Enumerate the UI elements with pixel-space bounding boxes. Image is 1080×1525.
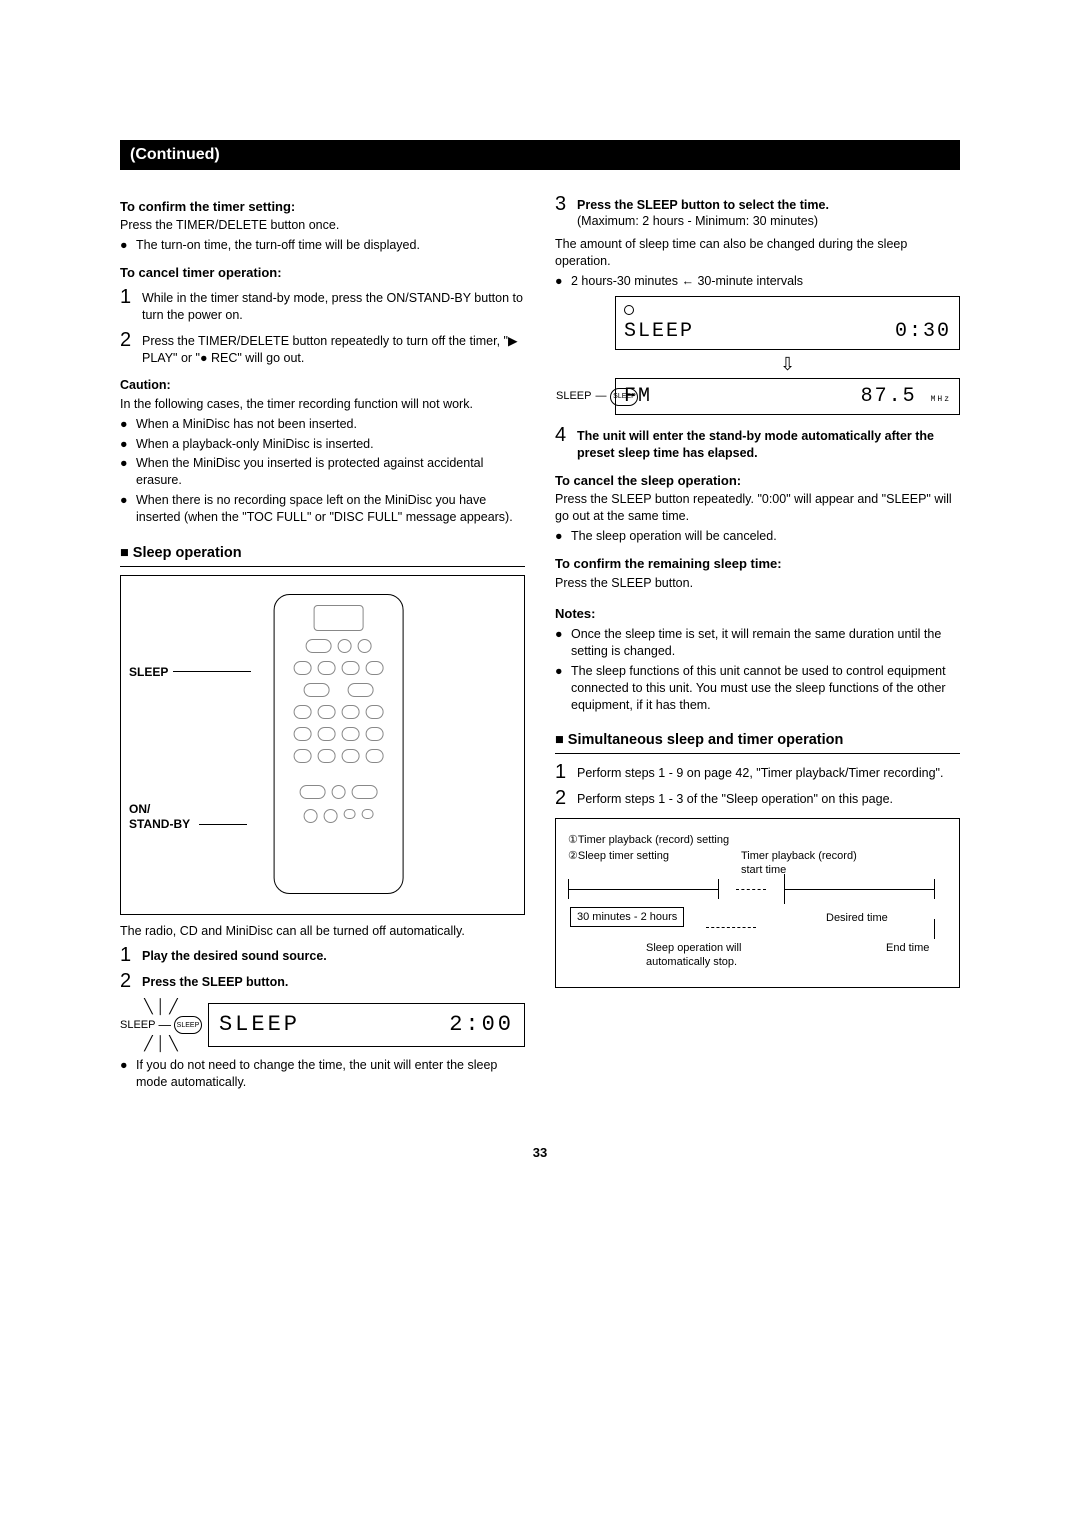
lcd-text: SLEEP — [219, 1010, 300, 1040]
step-number: 3 — [555, 194, 569, 214]
step-text: Press the SLEEP button to select the tim… — [577, 194, 960, 231]
sleep-button-icon: SLEEP — [174, 1016, 202, 1034]
sleep-text: SLEEP — [556, 389, 591, 404]
tl-label-1: ①Timer playback (record) setting — [568, 833, 729, 847]
step-number: 1 — [555, 762, 569, 782]
content-columns: To confirm the timer setting: Press the … — [120, 188, 960, 1094]
note-item: ●Once the sleep time is set, it will rem… — [555, 626, 960, 660]
sleep-operation-heading: ■ Sleep operation — [120, 544, 525, 567]
timeline-diagram: ①Timer playback (record) setting ②Sleep … — [555, 818, 960, 988]
step-number: 1 — [120, 945, 134, 965]
step-number: 1 — [120, 287, 134, 307]
lcd-unit: MHz — [931, 395, 951, 404]
tl-start-label: Timer playback (record) start time — [741, 849, 861, 878]
step-text: While in the timer stand-by mode, press … — [142, 287, 525, 324]
simul-step-2: 2 Perform steps 1 - 3 of the "Sleep oper… — [555, 788, 960, 808]
lcd-value: 0:30 — [895, 318, 951, 345]
lcd-value: 87.5 — [861, 385, 917, 408]
confirm-timer-heading: To confirm the timer setting: — [120, 198, 525, 216]
tl-range-box: 30 minutes - 2 hours — [570, 907, 684, 927]
step-text: Press the SLEEP button. — [142, 971, 525, 991]
cancel-timer-heading: To cancel timer operation: — [120, 264, 525, 282]
remote-standby-label: STAND-BY — [129, 816, 190, 832]
under-lcd-text: If you do not need to change the time, t… — [136, 1057, 525, 1091]
step-text: The unit will enter the stand-by mode au… — [577, 425, 960, 462]
lcd-panel-2: SLEEP—SLEEP FM 87.5 MHz — [615, 378, 960, 415]
cancel-sleep-bullet-text: The sleep operation will be canceled. — [571, 528, 777, 545]
simul-step-1: 1 Perform steps 1 - 9 on page 42, "Timer… — [555, 762, 960, 782]
cancel-step-2: 2 Press the TIMER/DELETE button repeated… — [120, 330, 525, 367]
cancel-sleep-bullet: ●The sleep operation will be canceled. — [555, 528, 960, 545]
tl-desired-label: Desired time — [826, 911, 888, 925]
lcd-figure-3: SLEEP 0:30 ⇩ SLEEP—SLEEP FM 87.5 MHz — [555, 296, 960, 415]
step-text: Play the desired sound source. — [142, 945, 525, 965]
tl-stop-label: Sleep operation will automatically stop. — [646, 941, 796, 970]
sleep-step-2: 2 Press the SLEEP button. — [120, 971, 525, 991]
right-column: 3 Press the SLEEP button to select the t… — [555, 188, 960, 1094]
sleep-step-3: 3 Press the SLEEP button to select the t… — [555, 194, 960, 231]
step-text: Perform steps 1 - 9 on page 42, "Timer p… — [577, 762, 960, 782]
lcd-text: SLEEP — [624, 318, 694, 345]
caution-item: ●When the MiniDisc you inserted is prote… — [120, 455, 525, 489]
cancel-sleep-heading: To cancel the sleep operation: — [555, 472, 960, 490]
confirm-timer-line1: Press the TIMER/DELETE button once. — [120, 217, 525, 234]
note-text: Once the sleep time is set, it will rema… — [571, 626, 960, 660]
step3-bullet: ●2 hours-30 minutes ← 30-minute interval… — [555, 273, 960, 290]
continued-header: (Continued) — [120, 140, 960, 170]
step3-title: Press the SLEEP button to select the tim… — [577, 198, 829, 212]
step3-para: The amount of sleep time can also be cha… — [555, 236, 960, 270]
note-item: ●The sleep functions of this unit cannot… — [555, 663, 960, 714]
below-remote-text: The radio, CD and MiniDisc can all be tu… — [120, 923, 525, 940]
caution-text: When a playback-only MiniDisc is inserte… — [136, 436, 374, 453]
caution-heading: Caution: — [120, 377, 525, 394]
caution-intro: In the following cases, the timer record… — [120, 396, 525, 413]
step-number: 4 — [555, 425, 569, 445]
left-column: To confirm the timer setting: Press the … — [120, 188, 525, 1094]
step3-bullet-text: 2 hours-30 minutes ← 30-minute intervals — [571, 273, 803, 290]
lcd-figure-1: ╲ │ ╱ SLEEP—SLEEP ╱ │ ╲ SLEEP 2:00 — [120, 997, 525, 1053]
remote-diagram: SLEEP ON/ STAND-BY — [120, 575, 525, 915]
caution-item: ●When a MiniDisc has not been inserted. — [120, 416, 525, 433]
step-number: 2 — [120, 330, 134, 350]
step-number: 2 — [555, 788, 569, 808]
caution-item: ●When a playback-only MiniDisc is insert… — [120, 436, 525, 453]
step-text: Press the TIMER/DELETE button repeatedly… — [142, 330, 525, 367]
caution-text: When the MiniDisc you inserted is protec… — [136, 455, 525, 489]
sleep-label: SLEEP — [120, 1018, 155, 1033]
caution-item: ●When there is no recording space left o… — [120, 492, 525, 526]
cancel-sleep-text: Press the SLEEP button repeatedly. "0:00… — [555, 491, 960, 525]
lcd-display: SLEEP 2:00 — [208, 1003, 525, 1047]
step3-sub: (Maximum: 2 hours - Minimum: 30 minutes) — [577, 214, 818, 228]
confirm-remaining-text: Press the SLEEP button. — [555, 575, 960, 592]
clock-icon — [624, 305, 634, 315]
arrow-down-icon: ⇩ — [615, 352, 960, 376]
remote-sleep-label: SLEEP — [129, 664, 168, 680]
caution-text: When there is no recording space left on… — [136, 492, 525, 526]
caution-text: When a MiniDisc has not been inserted. — [136, 416, 357, 433]
tl-end-label: End time — [886, 941, 929, 955]
sleep-side-label: SLEEP—SLEEP — [556, 388, 638, 406]
confirm-timer-line2: The turn-on time, the turn-off time will… — [136, 237, 420, 254]
remote-body — [273, 594, 403, 894]
confirm-timer-bullet: ●The turn-on time, the turn-off time wil… — [120, 237, 525, 254]
step-text: Perform steps 1 - 3 of the "Sleep operat… — [577, 788, 960, 808]
simultaneous-heading: ■ Simultaneous sleep and timer operation — [555, 731, 960, 754]
page-number: 33 — [120, 1144, 960, 1162]
lcd-panel-1: SLEEP 0:30 — [615, 296, 960, 350]
under-lcd-note: ●If you do not need to change the time, … — [120, 1057, 525, 1091]
tl-label-2: ②Sleep timer setting — [568, 849, 669, 863]
sleep-step-1: 1 Play the desired sound source. — [120, 945, 525, 965]
notes-heading: Notes: — [555, 605, 960, 623]
cancel-step-1: 1 While in the timer stand-by mode, pres… — [120, 287, 525, 324]
lcd-value: 2:00 — [449, 1010, 514, 1040]
step-number: 2 — [120, 971, 134, 991]
sleep-step-4: 4 The unit will enter the stand-by mode … — [555, 425, 960, 462]
remote-on-label: ON/ — [129, 801, 150, 817]
note-text: The sleep functions of this unit cannot … — [571, 663, 960, 714]
confirm-remaining-heading: To confirm the remaining sleep time: — [555, 555, 960, 573]
sleep-button-icon: SLEEP — [610, 388, 638, 406]
